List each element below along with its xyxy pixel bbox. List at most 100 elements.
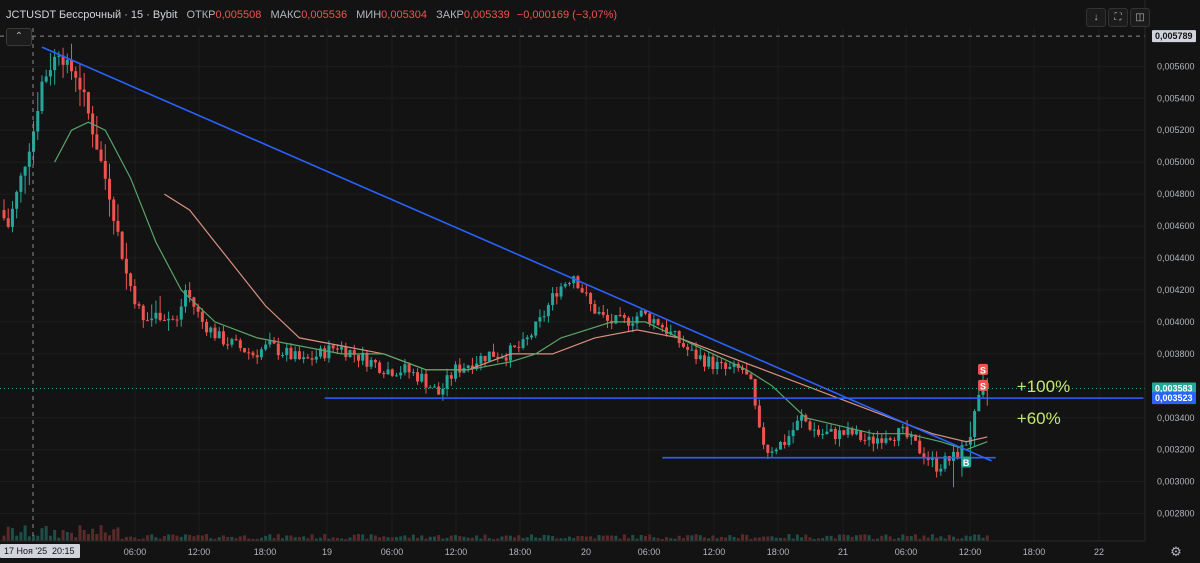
candle-body	[935, 457, 939, 472]
gear-icon[interactable]: ⚙	[1170, 544, 1182, 559]
fullscreen-icon[interactable]: ⛶	[1108, 8, 1128, 27]
candle-body	[432, 386, 436, 388]
volume-bar	[356, 534, 360, 541]
candle-body	[373, 359, 377, 363]
candle-body	[914, 434, 918, 441]
change-value: −0,000169 (−3,07%)	[516, 9, 618, 21]
candle-body	[386, 369, 390, 375]
trendlines[interactable]	[41, 46, 1144, 462]
volume-bar	[466, 537, 470, 541]
camera-icon[interactable]: ◫	[1130, 8, 1150, 27]
candle-body	[6, 218, 10, 227]
volume-bar	[192, 536, 196, 541]
candle-body	[129, 273, 133, 287]
candle-body	[584, 292, 588, 294]
volume-bar	[821, 538, 825, 541]
candle-body	[65, 59, 69, 65]
volume-bar	[838, 534, 842, 541]
volume-bar	[416, 537, 420, 541]
chevron-up-icon[interactable]: ⌃	[6, 28, 32, 46]
volume-bar	[939, 536, 943, 541]
volume-bar	[462, 536, 466, 541]
last-price-label: 0,003583	[1155, 384, 1193, 394]
volume-bar	[947, 534, 951, 541]
arrow-down-icon[interactable]: ↓	[1086, 8, 1106, 27]
volume-bar	[352, 534, 356, 541]
candle-body	[205, 321, 209, 333]
candle-body	[534, 321, 538, 336]
candle-body	[268, 340, 272, 345]
volume-bar	[728, 535, 732, 541]
volume-bar	[437, 535, 441, 541]
volume-bar	[213, 538, 217, 541]
crosshair-time-bg	[0, 544, 80, 558]
volume-bar	[331, 537, 335, 541]
volume-bar	[496, 538, 500, 541]
trade-marker-box	[961, 456, 972, 468]
volume-bar	[108, 535, 111, 541]
volume-bar	[171, 534, 175, 541]
volume-bar	[205, 534, 209, 541]
candle-body	[677, 331, 681, 344]
candle-body	[517, 346, 521, 348]
level-price-label-bg	[1152, 392, 1196, 405]
volume-bar	[162, 535, 166, 541]
volume-bar	[86, 533, 90, 541]
volume-bar	[686, 535, 690, 541]
trendline	[41, 46, 992, 462]
candle-body	[36, 111, 40, 132]
volume-bar	[403, 535, 407, 541]
volume-bar	[196, 535, 200, 541]
volume-bar	[627, 538, 631, 541]
volume-bar	[221, 535, 225, 541]
candle-body	[255, 355, 259, 358]
volume-bar	[766, 536, 770, 541]
candle-body	[563, 283, 567, 287]
price-tick-label: 0,003200	[1157, 445, 1195, 455]
candle-body	[749, 374, 753, 379]
candle-body	[487, 351, 491, 362]
volume-bar	[175, 535, 179, 541]
volume-bar	[264, 535, 268, 541]
symbol-title[interactable]: JCTUSDT Бессрочный · 15 · Bybit	[6, 9, 178, 21]
volume-bar	[935, 537, 939, 541]
time-tick-label: 12:00	[959, 547, 982, 557]
volume-bar	[884, 534, 888, 541]
volume-bar	[48, 535, 52, 541]
candle-body	[19, 175, 23, 192]
volume-bar	[977, 534, 981, 541]
candle-body	[57, 55, 61, 57]
candle-body	[449, 375, 453, 379]
open-value: 0,005508	[215, 9, 262, 21]
time-axis[interactable]: 06:00 12:00 18:00 19 06:00 12:00 18:00 20 06:00 1…	[0, 540, 1145, 563]
candle-body	[918, 440, 922, 454]
volume-bar	[732, 536, 736, 541]
volume-bar	[973, 534, 977, 541]
volume-bar	[150, 534, 154, 541]
candle-body	[525, 337, 529, 340]
volume-bar	[116, 527, 120, 541]
volume-bar	[774, 537, 778, 541]
volume-bar	[61, 529, 65, 541]
last-price-label-bg	[1152, 382, 1196, 395]
volume-bar	[289, 535, 293, 541]
volume-bar	[57, 537, 61, 541]
volume-bar	[327, 538, 331, 541]
crosshair-date-label: 17 Ноя '25	[4, 546, 47, 556]
candle-body	[133, 286, 137, 305]
candle-body	[344, 346, 348, 358]
price-axis[interactable]: 0,005600 0,005400 0,005200 0,005000 0,004800…	[1144, 0, 1200, 541]
volume-bar	[943, 538, 947, 541]
volume-bar	[95, 533, 99, 541]
low-value: 0,005304	[381, 9, 428, 21]
candle-body	[137, 304, 141, 306]
open-label: ОТКР	[186, 9, 216, 21]
candle-body	[141, 305, 145, 321]
candle-body	[171, 318, 175, 320]
time-tick-label: 06:00	[895, 547, 918, 557]
volume-bar	[432, 536, 436, 541]
candle-body	[665, 327, 669, 334]
candle-body	[407, 364, 411, 373]
